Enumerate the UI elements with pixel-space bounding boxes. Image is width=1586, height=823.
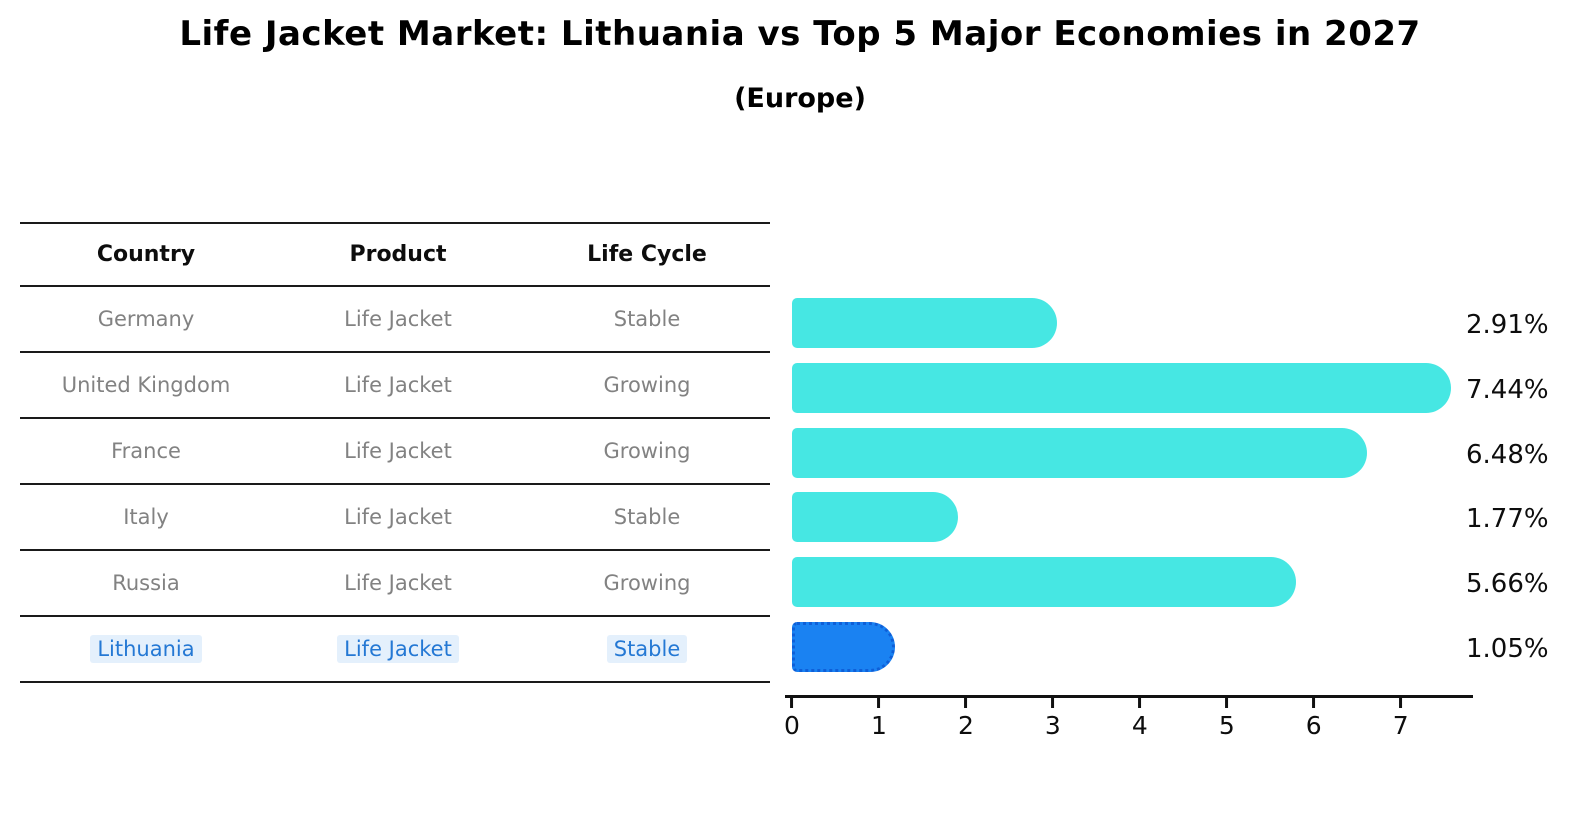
x-tick-1: 1: [871, 698, 887, 740]
cell-product: Life Jacket: [344, 505, 452, 529]
value-label-united-kingdom: 7.44%: [1466, 375, 1549, 405]
cell-life-cycle: Stable: [524, 635, 770, 663]
x-axis-line: [785, 695, 1473, 698]
column-header-life-cycle: Life Cycle: [587, 242, 707, 267]
x-tick-2: 2: [958, 698, 974, 740]
x-tick-4: 4: [1132, 698, 1148, 740]
value-label-lithuania: 1.05%: [1466, 634, 1549, 664]
tick-mark: [1138, 698, 1142, 708]
country-table: Country Product Life Cycle Germany Life …: [20, 222, 770, 683]
cell-product: Life Jacket: [344, 439, 452, 463]
tick-mark: [790, 698, 794, 708]
cell-country: Germany: [97, 307, 195, 331]
bar-germany: [792, 298, 1058, 348]
value-label-italy: 1.77%: [1466, 504, 1549, 534]
cell-product: Life Jacket: [344, 571, 452, 595]
x-tick-5: 5: [1219, 698, 1235, 740]
tick-mark: [877, 698, 881, 708]
table-row-italy: Italy Life Jacket Stable: [20, 485, 770, 551]
cell-life-cycle: Stable: [613, 505, 681, 529]
page-subtitle: (Europe): [734, 83, 866, 114]
x-tick-6: 6: [1306, 698, 1322, 740]
cell-country: Lithuania: [20, 635, 272, 663]
page-title: Life Jacket Market: Lithuania vs Top 5 M…: [179, 14, 1421, 54]
cell-product: Life Jacket: [344, 373, 452, 397]
bar-italy: [792, 492, 958, 542]
cell-product: Life Jacket: [344, 307, 452, 331]
cell-life-cycle: Growing: [603, 571, 691, 595]
bar-chart-plot-area: 2.91% 7.44% 6.48% 1.77% 5.66% 1.05% 0 1 …: [784, 0, 1549, 823]
bar-france: [792, 428, 1368, 478]
cell-country: Russia: [112, 571, 180, 595]
bar-united-kingdom: [792, 363, 1451, 413]
bar-lithuania: [792, 622, 896, 672]
cell-life-cycle: Stable: [613, 307, 681, 331]
cell-product: Life Jacket: [272, 635, 524, 663]
value-label-germany: 2.91%: [1466, 310, 1549, 340]
x-tick-7: 7: [1393, 698, 1409, 740]
cell-country: Italy: [123, 505, 169, 529]
table-row-lithuania: Lithuania Life Jacket Stable: [20, 617, 770, 683]
column-header-country: Country: [96, 242, 196, 267]
table-header-row: Country Product Life Cycle: [20, 224, 770, 287]
x-tick-0: 0: [784, 698, 800, 740]
cell-country: United Kingdom: [61, 373, 231, 397]
cell-life-cycle: Growing: [603, 373, 691, 397]
table-row-france: France Life Jacket Growing: [20, 419, 770, 485]
tick-mark: [1399, 698, 1403, 708]
column-header-product: Product: [349, 242, 447, 267]
table-row-germany: Germany Life Jacket Stable: [20, 287, 770, 353]
tick-mark: [1051, 698, 1055, 708]
table-row-russia: Russia Life Jacket Growing: [20, 551, 770, 617]
tick-mark: [1312, 698, 1316, 708]
value-label-france: 6.48%: [1466, 440, 1549, 470]
tick-mark: [1225, 698, 1229, 708]
bar-russia: [792, 557, 1297, 607]
x-tick-3: 3: [1045, 698, 1061, 740]
tick-mark: [964, 698, 968, 708]
cell-country: France: [111, 439, 181, 463]
cell-life-cycle: Growing: [603, 439, 691, 463]
table-row-united-kingdom: United Kingdom Life Jacket Growing: [20, 353, 770, 419]
value-label-russia: 5.66%: [1466, 569, 1549, 599]
